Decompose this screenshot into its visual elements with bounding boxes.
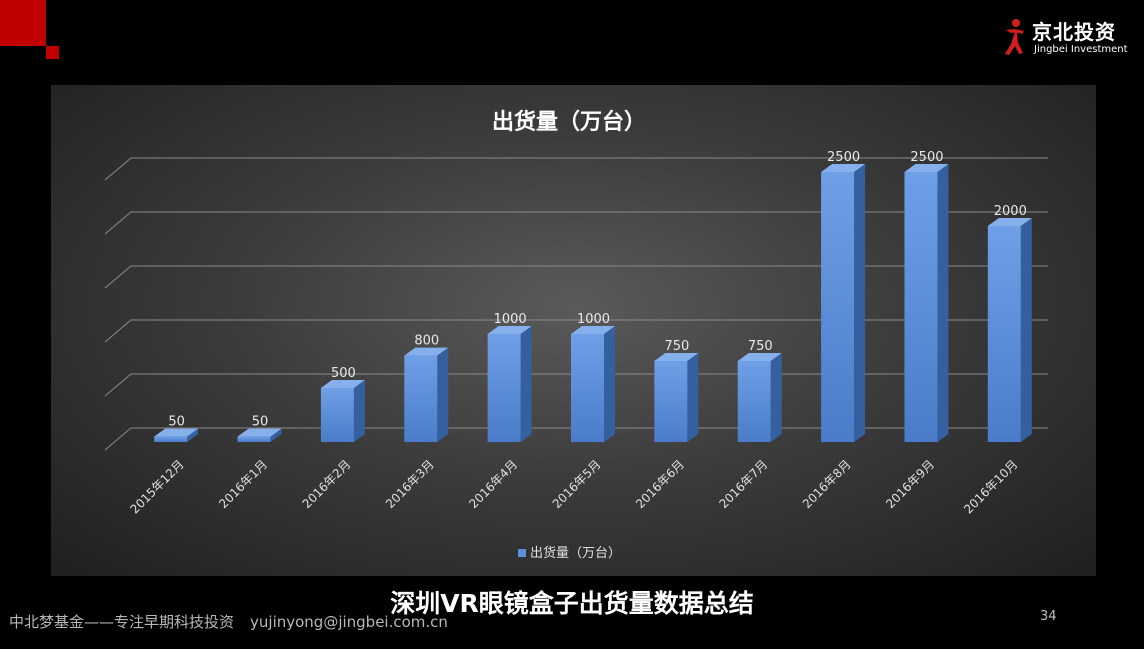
bar-side [604, 326, 615, 442]
bar-top [821, 164, 866, 172]
bar-side [187, 428, 199, 442]
x-tick-label: 2016年1月 [216, 457, 270, 511]
x-tick-label: 2016年10月 [961, 457, 1020, 516]
bar-front [987, 226, 1021, 442]
footer-text: 中北梦基金——专注早期科技投资 [9, 613, 235, 631]
x-tick-label: 2016年7月 [716, 457, 770, 511]
x-tick-label: 2016年8月 [800, 457, 854, 511]
gridline [104, 319, 1048, 343]
bar-side [687, 353, 699, 442]
bar [821, 164, 866, 442]
bar-front [404, 355, 438, 442]
bar-top [487, 326, 532, 334]
bar [904, 164, 949, 442]
bar-series [154, 164, 1032, 442]
x-tick-label: 2015年12月 [128, 457, 187, 516]
company-logo: 京北投资 Jingbei Investment [1002, 16, 1132, 60]
logo-name: 京北投资 [1032, 20, 1116, 44]
bar-side [270, 428, 282, 442]
chart-title: 出货量（万台） [492, 109, 646, 135]
data-labels: 50 50 500 800 1000 1000 750 750 2500 2500 2000 [168, 150, 1026, 430]
slide-title: 深圳VR眼镜盒子出货量数据总结 [390, 589, 754, 618]
bar-front [154, 436, 188, 442]
logo-subtitle: Jingbei Investment [1034, 44, 1128, 55]
x-tick-label: 2016年3月 [383, 457, 437, 511]
bar-front [737, 361, 771, 442]
bar [154, 428, 199, 442]
footer-email[interactable]: yujinyong@jingbei.com.cn [250, 613, 448, 631]
bar-top [987, 218, 1032, 226]
gridline [104, 211, 1048, 235]
bar-side [437, 347, 449, 442]
dancer-logo-icon [1005, 19, 1024, 55]
corner-decoration-large [0, 0, 46, 46]
bar-side [353, 380, 365, 442]
bar-top [320, 380, 365, 388]
data-label: 750 [748, 339, 773, 354]
bar [487, 326, 532, 442]
x-axis-ticks: 2015年12月 2016年1月 2016年2月 2016年3月 2016年4月 2016… [128, 457, 1021, 516]
gridline [104, 265, 1048, 289]
bar [654, 353, 699, 442]
footer-info: 中北梦基金——专注早期科技投资 yujinyong@jingbei.com.cn [9, 611, 448, 632]
bar [404, 347, 449, 442]
gridline [104, 157, 1048, 181]
bar-top [404, 347, 449, 356]
data-label: 50 [252, 415, 269, 430]
bar-side [520, 326, 532, 442]
bar-front [487, 334, 521, 442]
data-label: 1000 [494, 312, 527, 327]
data-label: 2500 [827, 150, 860, 165]
bar-front [237, 436, 271, 442]
bar-top [904, 164, 949, 172]
bar-top [571, 326, 615, 334]
bar [237, 428, 282, 442]
page-number: 34 [1040, 609, 1057, 624]
bar-top [237, 428, 282, 437]
data-label: 500 [331, 366, 356, 381]
data-label: 1000 [577, 312, 610, 327]
bar [320, 380, 365, 442]
bar-front [571, 334, 604, 442]
x-tick-label: 2016年4月 [466, 457, 520, 511]
corner-decoration-small [46, 46, 59, 59]
bar-front [904, 172, 938, 442]
bar-front [654, 361, 688, 442]
bar-side [770, 353, 782, 442]
bar-front [821, 172, 855, 442]
bar-top [654, 353, 699, 361]
shipment-bar-chart: 出货量（万台） 50 50 500 800 1000 1000 750 750 2500 2500… [104, 109, 1048, 561]
data-label: 2500 [910, 150, 943, 165]
bar-side [1020, 218, 1032, 442]
x-tick-label: 2016年5月 [550, 457, 604, 511]
bar [987, 218, 1032, 442]
bar [571, 326, 615, 442]
data-label: 50 [168, 415, 185, 430]
chart-panel: 出货量（万台） 50 50 500 800 1000 1000 750 750 2500 2500… [51, 85, 1096, 576]
legend-label: 出货量（万台） [530, 545, 621, 561]
x-tick-label: 2016年6月 [633, 457, 687, 511]
data-label: 750 [664, 339, 689, 354]
bar-top [154, 428, 199, 437]
bar-side [854, 164, 866, 442]
bar-front [320, 388, 354, 442]
bar [737, 353, 782, 442]
x-tick-label: 2016年9月 [883, 457, 937, 511]
legend-swatch [518, 549, 526, 557]
data-label: 2000 [994, 204, 1027, 219]
x-tick-label: 2016年2月 [300, 457, 354, 511]
bar-top [737, 353, 782, 361]
bar-side [937, 164, 949, 442]
chart-legend: 出货量（万台） [518, 545, 621, 561]
data-label: 800 [414, 334, 439, 349]
